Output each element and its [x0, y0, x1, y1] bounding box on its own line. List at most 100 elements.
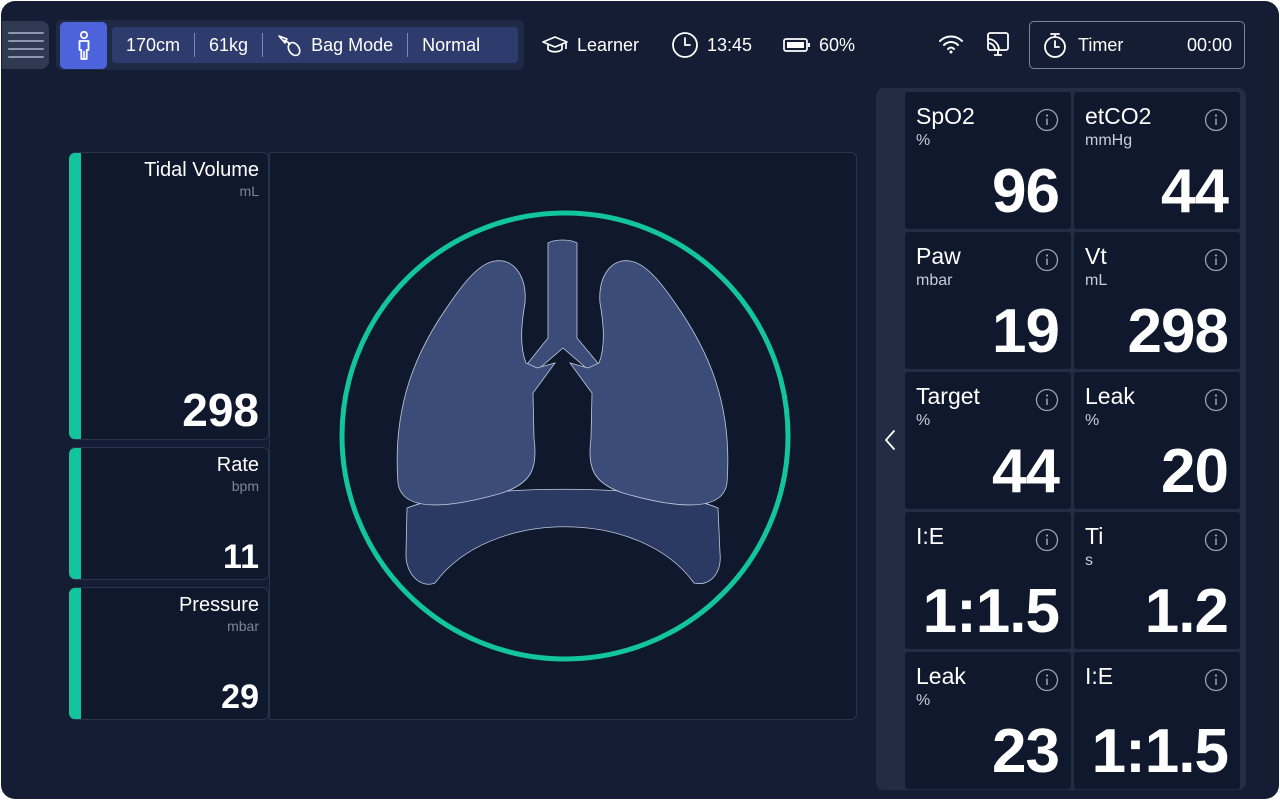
battery-status: 60%	[783, 29, 855, 61]
metrics-panel: SpO2 % 96 etCO2 mmHg 44 Paw mbar 19 Vt m…	[876, 88, 1246, 790]
metric-unit: s	[1085, 552, 1093, 569]
metric-value: 19	[992, 297, 1060, 366]
battery-level: 60%	[819, 34, 856, 55]
metric-label: Target	[916, 383, 980, 409]
readout-indicator-bar	[69, 448, 81, 579]
battery-icon	[783, 38, 810, 52]
patient-weight[interactable]: 61kg	[209, 34, 249, 55]
readout-unit: mL	[239, 183, 259, 199]
lung-visualization-panel	[269, 152, 857, 720]
bag-valve-icon	[278, 35, 301, 57]
info-icon[interactable]	[1204, 388, 1228, 412]
readout-unit: bpm	[231, 478, 259, 494]
metric-ie-ratio-2[interactable]: I:E 1:1.5	[1074, 652, 1240, 789]
readout-indicator-bar	[69, 588, 81, 719]
metric-label: Leak	[916, 663, 966, 689]
user-role[interactable]: Learner	[541, 29, 639, 61]
user-role-label: Learner	[577, 34, 640, 55]
patient-height[interactable]: 170cm	[126, 34, 181, 55]
metric-etco2[interactable]: etCO2 mmHg 44	[1074, 92, 1240, 229]
lungs-icon	[339, 210, 791, 662]
menu-button[interactable]	[2, 21, 49, 69]
metric-label: etCO2	[1085, 103, 1152, 129]
readout-label: Pressure	[178, 594, 259, 616]
metric-unit: mL	[1085, 272, 1108, 289]
metric-label: I:E	[1085, 663, 1114, 689]
metric-unit: %	[1085, 412, 1100, 429]
patient-info-bar[interactable]: 170cm 61kg Bag Mode Normal	[112, 27, 518, 63]
clock-time: 13:45	[707, 34, 753, 55]
metric-unit: %	[916, 412, 931, 429]
metric-label: Vt	[1085, 243, 1107, 269]
clock-icon	[672, 32, 698, 58]
metric-value: 96	[992, 157, 1060, 226]
metric-leak[interactable]: Leak % 20	[1074, 372, 1240, 509]
readout-value: 298	[182, 384, 259, 436]
info-icon[interactable]	[1035, 668, 1059, 692]
info-icon[interactable]	[1035, 528, 1059, 552]
readout-label: Tidal Volume	[144, 159, 259, 181]
metric-unit: mbar	[916, 272, 953, 289]
metric-value: 23	[992, 717, 1060, 786]
timer-label: Timer	[1078, 34, 1124, 55]
metric-value: 1.2	[1144, 577, 1229, 646]
menu-icon-line	[7, 40, 44, 42]
ventilation-mode-label: Bag Mode	[311, 34, 394, 55]
ventilation-mode[interactable]: Bag Mode	[263, 27, 407, 63]
top-bar: 170cm 61kg Bag Mode Normal	[1, 1, 1279, 87]
info-icon[interactable]	[1204, 528, 1228, 552]
readout-value: 11	[223, 538, 259, 576]
patient-settings-group: 170cm 61kg Bag Mode Normal	[56, 20, 524, 70]
metric-leak-2[interactable]: Leak % 23	[905, 652, 1071, 789]
metric-paw[interactable]: Paw mbar 19	[905, 232, 1071, 369]
info-icon[interactable]	[1204, 248, 1228, 272]
clock: 13:45	[671, 29, 752, 61]
info-icon[interactable]	[1204, 108, 1228, 132]
info-icon[interactable]	[1035, 388, 1059, 412]
wifi-icon[interactable]	[938, 33, 964, 55]
info-icon[interactable]	[1035, 248, 1059, 272]
info-icon[interactable]	[1035, 108, 1059, 132]
metric-value: 44	[992, 437, 1060, 506]
metric-value: 298	[1127, 297, 1229, 366]
readout-value: 29	[221, 678, 259, 716]
metric-value: 20	[1161, 437, 1229, 506]
metric-unit: %	[916, 692, 931, 709]
divider	[194, 33, 196, 57]
metric-ti[interactable]: Ti s 1.2	[1074, 512, 1240, 649]
metric-value: 1:1.5	[1091, 717, 1229, 786]
metric-unit: mmHg	[1085, 132, 1133, 149]
readout-pressure[interactable]: Pressure mbar 29	[69, 587, 269, 720]
menu-icon-line	[7, 56, 44, 58]
person-icon	[78, 30, 89, 60]
menu-icon-line	[7, 48, 44, 50]
metric-value: 44	[1161, 157, 1229, 226]
cast-icon[interactable]	[985, 31, 1011, 59]
metric-label: Ti	[1085, 523, 1104, 549]
info-icon[interactable]	[1204, 668, 1228, 692]
menu-icon-line	[7, 32, 44, 34]
graduation-cap-icon	[542, 36, 568, 53]
chevron-left-icon[interactable]	[881, 428, 899, 452]
readout-tidal-volume[interactable]: Tidal Volume mL 298	[69, 152, 269, 440]
metric-ie-ratio[interactable]: I:E 1:1.5	[905, 512, 1071, 649]
metric-label: I:E	[916, 523, 945, 549]
stopwatch-icon	[1044, 33, 1066, 58]
metric-label: SpO2	[916, 103, 975, 129]
metric-vt[interactable]: Vt mL 298	[1074, 232, 1240, 369]
metric-label: Paw	[916, 243, 961, 269]
metric-label: Leak	[1085, 383, 1135, 409]
readout-unit: mbar	[227, 618, 259, 634]
divider	[262, 33, 264, 57]
readout-label: Rate	[216, 454, 259, 476]
metric-value: 1:1.5	[922, 577, 1060, 646]
metric-target[interactable]: Target % 44	[905, 372, 1071, 509]
readout-rate[interactable]: Rate bpm 11	[69, 447, 269, 580]
patient-condition[interactable]: Normal	[422, 34, 481, 55]
metric-unit: %	[916, 132, 931, 149]
patient-button[interactable]	[60, 22, 107, 69]
timer-button[interactable]: Timer 00:00	[1029, 21, 1245, 69]
metric-spo2[interactable]: SpO2 % 96	[905, 92, 1071, 229]
divider	[407, 33, 409, 57]
